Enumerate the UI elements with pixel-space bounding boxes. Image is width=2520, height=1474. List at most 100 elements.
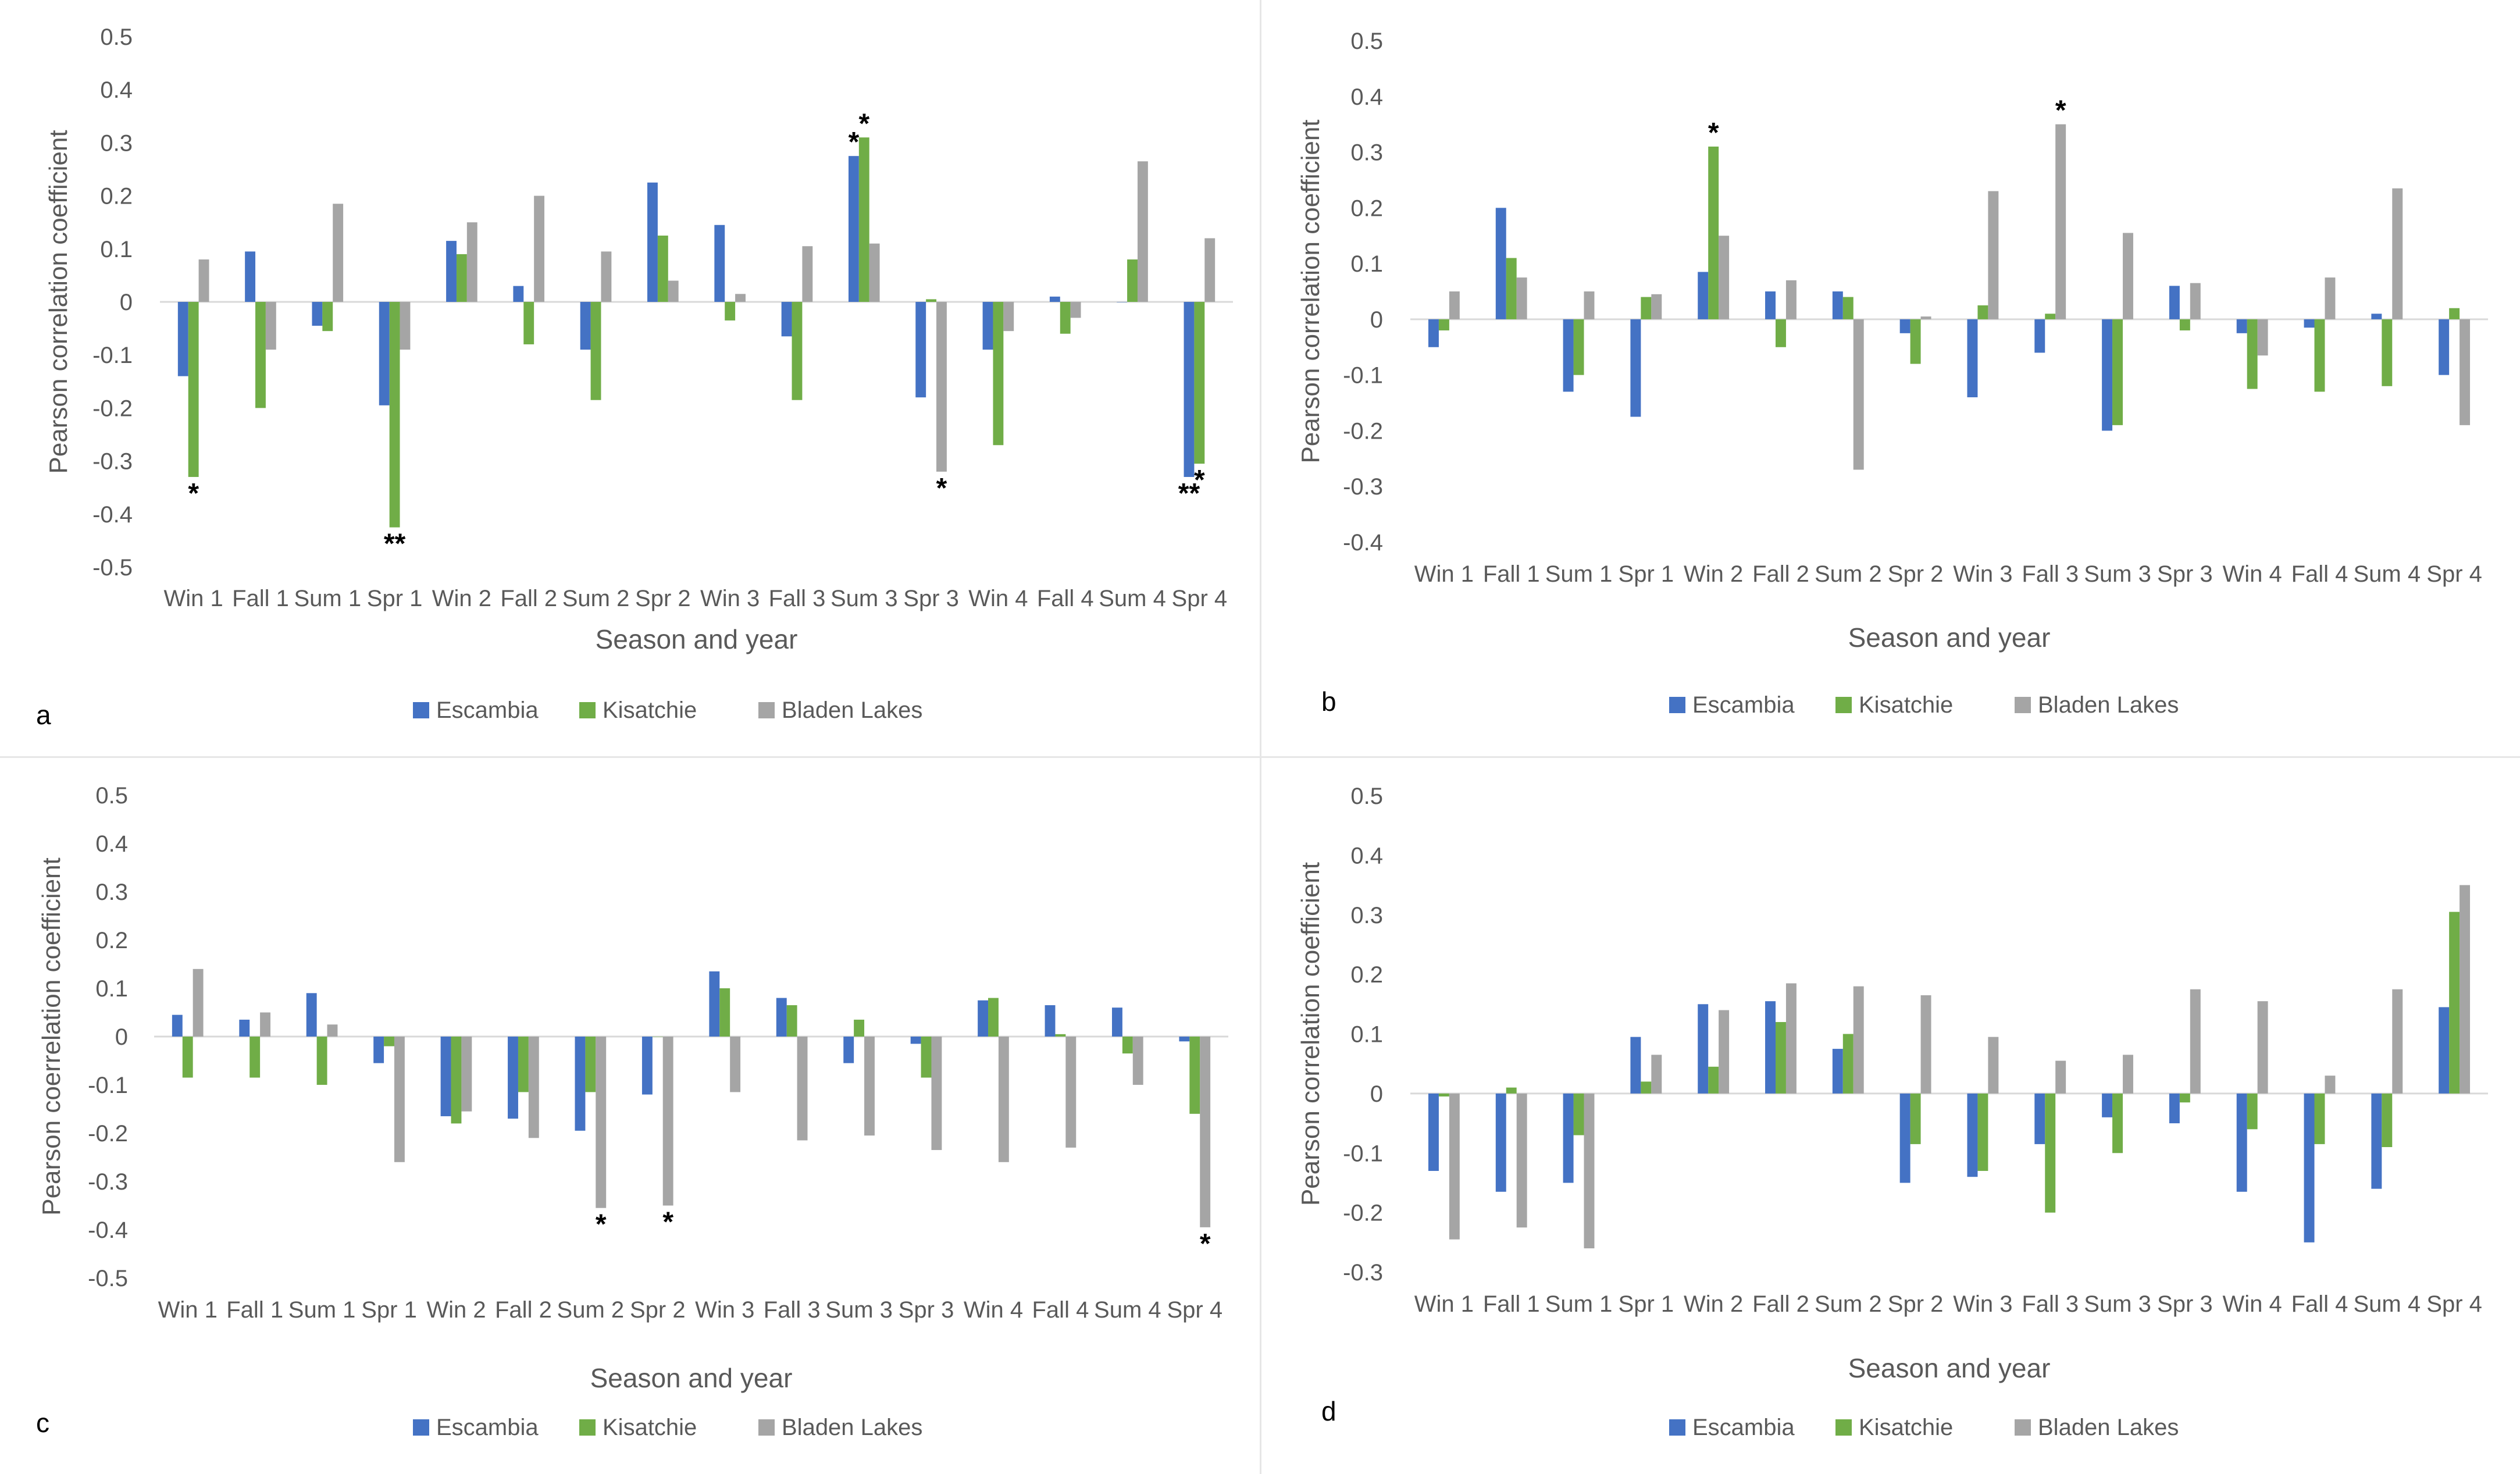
x-tick-label: Sum 4: [2353, 1291, 2421, 1317]
y-tick-label: -0.3: [1343, 1260, 1383, 1286]
bar-bladen-lakes-spr-4: [2460, 885, 2471, 1094]
x-tick-label: Win 4: [2223, 1291, 2282, 1317]
x-tick-label: Sum 2: [562, 586, 630, 611]
x-axis-title: Season and year: [590, 1363, 793, 1393]
x-tick-label: Fall 3: [2022, 561, 2079, 587]
x-tick-label: Sum 3: [825, 1297, 893, 1323]
x-tick-label: Fall 1: [1483, 561, 1540, 587]
x-tick-label: Sum 3: [2084, 1291, 2151, 1317]
bar-bladen-lakes-spr-3: [931, 1037, 942, 1151]
bar-bladen-lakes-spr-1: [400, 302, 411, 350]
y-tick-label: 0.3: [1350, 140, 1383, 166]
x-tick-label: Win 2: [426, 1297, 486, 1323]
bar-escambia-fall-2: [508, 1037, 518, 1119]
bar-escambia-fall-3: [776, 998, 787, 1037]
significance-star: *: [858, 108, 869, 139]
y-tick-label: -0.1: [1343, 363, 1383, 389]
bar-kisatchie-win-1: [1438, 319, 1449, 331]
bar-bladen-lakes-win-1: [193, 969, 204, 1037]
bar-bladen-lakes-spr-4: [1204, 238, 1216, 302]
y-axis-title: Pearson correlation coefficient: [1296, 862, 1325, 1206]
chart-panel-a: 0.5 0.4 0.3 0.2 0.1 0 -0.1 -0.2 -0.3 -0.4 -0.5 * Win…: [36, 24, 1233, 730]
bar-kisatchie-fall-1: [255, 302, 266, 408]
bar-escambia-win-1: [1428, 319, 1439, 347]
y-tick-label: -0.1: [1343, 1141, 1383, 1166]
bar-kisatchie-win-1: [182, 1037, 193, 1078]
bar-escambia-fall-4: [1049, 296, 1060, 302]
bar-kisatchie-sum-4: [2382, 319, 2393, 386]
panel-label: b: [1321, 686, 1336, 717]
bar-bladen-lakes-win-4: [1003, 302, 1014, 332]
bar-bladen-lakes-win-3: [1988, 191, 1999, 319]
legend-label: Escambia: [436, 1415, 539, 1440]
bar-escambia-sum-4: [2371, 1093, 2382, 1189]
bar-bladen-lakes-win-4: [2257, 1001, 2268, 1094]
y-tick-label: -0.4: [88, 1217, 128, 1243]
y-tick-label: -0.2: [88, 1121, 128, 1147]
legend-label: Kisatchie: [603, 1415, 697, 1440]
bar-bladen-lakes-spr-2: [662, 1037, 673, 1206]
x-tick-label: Fall 4: [1032, 1297, 1089, 1323]
legend-swatch: [1835, 697, 1852, 713]
bar-escambia-fall-4: [2304, 319, 2315, 328]
x-tick-label: Win 3: [695, 1297, 754, 1323]
y-tick-label: 0.2: [1350, 962, 1383, 988]
x-tick-label: Spr 2: [635, 586, 691, 611]
x-tick-label: Sum 4: [1099, 586, 1166, 611]
vertical-divider: [1260, 0, 1261, 1474]
x-tick-label: Win 4: [964, 1297, 1023, 1323]
bar-escambia-fall-2: [1765, 1001, 1776, 1094]
bar-escambia-sum-4: [2371, 314, 2382, 319]
x-tick-label: Spr 1: [1619, 561, 1674, 587]
y-tick-label: 0: [120, 290, 133, 315]
bar-kisatchie-sum-2: [585, 1037, 596, 1092]
y-tick-label: 0.3: [100, 130, 133, 156]
bar-escambia-sum-3: [848, 156, 859, 302]
bar-kisatchie-sum-2: [1842, 297, 1854, 319]
x-tick-label: Fall 2: [495, 1297, 552, 1323]
bar-bladen-lakes-sum-2: [1853, 319, 1864, 470]
bar-kisatchie-fall-2: [523, 302, 534, 344]
bar-escambia-win-4: [2236, 1093, 2247, 1192]
bar-kisatchie-spr-4: [2449, 912, 2460, 1094]
x-tick-label: Sum 1: [1545, 561, 1613, 587]
bar-escambia-sum-1: [312, 302, 323, 326]
bar-bladen-lakes-fall-3: [802, 246, 813, 302]
bar-escambia-sum-3: [2102, 1093, 2113, 1117]
bar-kisatchie-win-4: [988, 998, 999, 1037]
x-tick-label: Sum 4: [1094, 1297, 1161, 1323]
x-tick-label: Fall 3: [764, 1297, 821, 1323]
bar-kisatchie-spr-3: [921, 1037, 932, 1078]
bar-escambia-spr-3: [910, 1037, 921, 1044]
y-tick-label: 0.4: [1350, 843, 1383, 868]
x-tick-label: Fall 1: [232, 586, 289, 611]
x-tick-label: Fall 3: [2022, 1291, 2079, 1317]
chart-panel-b: 0.5 0.4 0.3 0.2 0.1 0 -0.1 -0.2 -0.3 -0.4 Win 1 Fal…: [1296, 29, 2488, 718]
x-tick-label: Spr 1: [367, 586, 423, 611]
x-tick-label: Win 1: [158, 1297, 218, 1323]
y-tick-label: 0.5: [100, 24, 133, 50]
bar-bladen-lakes-fall-1: [1516, 277, 1527, 319]
y-tick-label: -0.4: [92, 502, 133, 528]
x-tick-label: Fall 2: [1752, 561, 1809, 587]
bar-kisatchie-sum-3: [2112, 319, 2123, 425]
bar-escambia-fall-3: [2034, 1093, 2045, 1144]
legend-swatch: [758, 1419, 775, 1436]
x-tick-label: Spr 2: [1888, 561, 1944, 587]
bar-escambia-sum-3: [2102, 319, 2113, 431]
y-tick-label: 0: [1370, 307, 1383, 333]
y-axis-title: Pearson correlation coefficient: [1296, 119, 1325, 463]
x-tick-label: Win 1: [1414, 1291, 1474, 1317]
bar-bladen-lakes-sum-4: [2392, 989, 2403, 1094]
bar-escambia-win-2: [440, 1037, 451, 1116]
bar-escambia-win-1: [1428, 1093, 1439, 1171]
bar-kisatchie-fall-4: [1060, 302, 1071, 334]
bar-bladen-lakes-sum-2: [1853, 986, 1864, 1094]
significance-star: *: [849, 127, 860, 158]
bar-bladen-lakes-spr-3: [936, 302, 947, 472]
bar-bladen-lakes-sum-3: [2123, 1055, 2133, 1094]
bar-escambia-spr-4: [2439, 1007, 2450, 1094]
panel-label: a: [36, 700, 51, 730]
